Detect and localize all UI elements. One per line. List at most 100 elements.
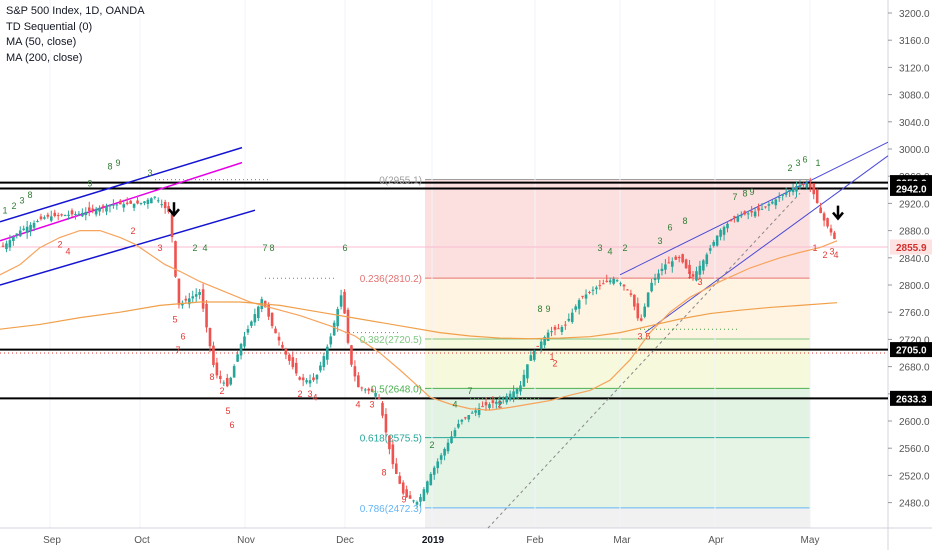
candle-body: [105, 205, 108, 212]
candle-body: [564, 324, 567, 326]
candle-body: [574, 306, 577, 310]
price-label-box: [890, 239, 932, 255]
candle-body: [94, 208, 98, 215]
time-axis-label: Apr: [708, 535, 724, 546]
candle-body: [726, 223, 729, 229]
candle-body: [188, 298, 191, 305]
candle-body: [622, 284, 626, 287]
candle-body: [802, 183, 805, 185]
candle-body: [339, 295, 343, 307]
candle-body: [115, 204, 119, 206]
candle-body: [581, 295, 584, 297]
candle-body: [274, 328, 277, 334]
candle-body: [412, 500, 415, 502]
candle-body: [602, 283, 605, 285]
td-sell-count: 3: [795, 158, 800, 168]
candle-body: [377, 397, 381, 399]
price-label: 2942.0: [896, 184, 927, 195]
td-sell-count: 9: [87, 178, 92, 188]
candle-body: [29, 224, 32, 231]
candle-body: [460, 419, 464, 422]
td-buy-count: 1: [687, 270, 692, 280]
td-sell-count: 9: [749, 187, 754, 197]
candle-body: [595, 287, 598, 290]
candle-body: [398, 475, 402, 484]
td-sell-count: 4: [202, 243, 207, 253]
moving-averages: [0, 230, 838, 411]
candle-body: [439, 455, 443, 460]
candle-body: [729, 220, 733, 222]
td-sell-count: 8: [537, 304, 542, 314]
candle-body: [501, 398, 505, 400]
down-arrow-icon: [168, 202, 180, 218]
candle-body: [160, 204, 163, 206]
td-buy-count: 3: [369, 399, 374, 409]
fib-level-label: 0(2955.1): [379, 176, 422, 187]
td-sell-count: 1: [2, 206, 7, 216]
candle-body: [822, 213, 826, 221]
td-buy-count: 6: [180, 331, 185, 341]
candle-body: [343, 291, 346, 314]
candle-body: [74, 214, 77, 216]
price-tick-label: 3000.0: [899, 145, 930, 156]
price-tick-label: 2680.0: [899, 363, 930, 374]
candle-body: [691, 274, 695, 277]
candle-body: [319, 365, 322, 371]
candle-body: [771, 201, 774, 204]
candles: [1, 177, 836, 508]
candle-body: [36, 221, 39, 223]
td-sell-count: 7: [732, 192, 737, 202]
candle-body: [512, 391, 515, 399]
candle-body: [488, 404, 491, 408]
candle-body: [170, 213, 174, 238]
time-axis-label: May: [801, 535, 820, 546]
candle-body: [505, 396, 508, 403]
time-axis-label: Oct: [134, 535, 150, 546]
td-sell-count: 3: [147, 168, 152, 178]
candle-body: [294, 362, 298, 374]
candle-body: [336, 309, 339, 327]
price-label: 2705.0: [896, 346, 927, 357]
fib-zones: [425, 179, 810, 528]
price-axis[interactable]: 3200.03160.03120.03080.03040.03000.02960…: [888, 9, 932, 510]
candle-body: [833, 232, 836, 239]
candle-body: [753, 211, 757, 217]
td-buy-count: 3: [637, 331, 642, 341]
fib-zone: [425, 388, 810, 438]
td-buy-count: 3: [157, 243, 162, 253]
candle-body: [194, 294, 198, 297]
candle-body: [760, 208, 764, 210]
time-axis[interactable]: Sep Oct Nov Dec 2019 Feb Mar Apr May: [43, 535, 819, 546]
td-sell-count: 2: [787, 163, 792, 173]
candle-body: [674, 256, 678, 260]
candle-body: [22, 228, 25, 230]
fib-level-label: 0.236(2810.2): [360, 274, 422, 285]
td-buy-count: 2: [130, 226, 135, 236]
td-sell-count: 7: [262, 243, 267, 253]
td-sell-count: 3: [19, 195, 24, 205]
upper-channel-line: [0, 146, 243, 223]
candle-body: [446, 442, 450, 452]
candle-body: [650, 282, 653, 292]
td-sell-count: 9: [115, 158, 120, 168]
fib-level-label: 0.382(2720.5): [360, 335, 422, 346]
td-sell-count: 8: [107, 161, 112, 171]
td-sell-count: 3: [657, 236, 662, 246]
candle-body: [243, 336, 246, 347]
candle-body: [695, 271, 698, 281]
candle-body: [815, 189, 819, 204]
candle-body: [167, 206, 170, 213]
candle-body: [719, 230, 722, 237]
candle-body: [436, 461, 439, 469]
td-buy-count: 1: [812, 243, 817, 253]
price-tick-label: 2880.0: [899, 227, 930, 238]
candle-body: [684, 259, 688, 269]
ma50-line: [0, 230, 838, 411]
candle-body: [543, 337, 546, 346]
candle-body: [767, 204, 771, 206]
candle-body: [657, 273, 660, 280]
td-sell-count: 4: [452, 399, 457, 409]
price-tick-label: 3040.0: [899, 118, 930, 129]
